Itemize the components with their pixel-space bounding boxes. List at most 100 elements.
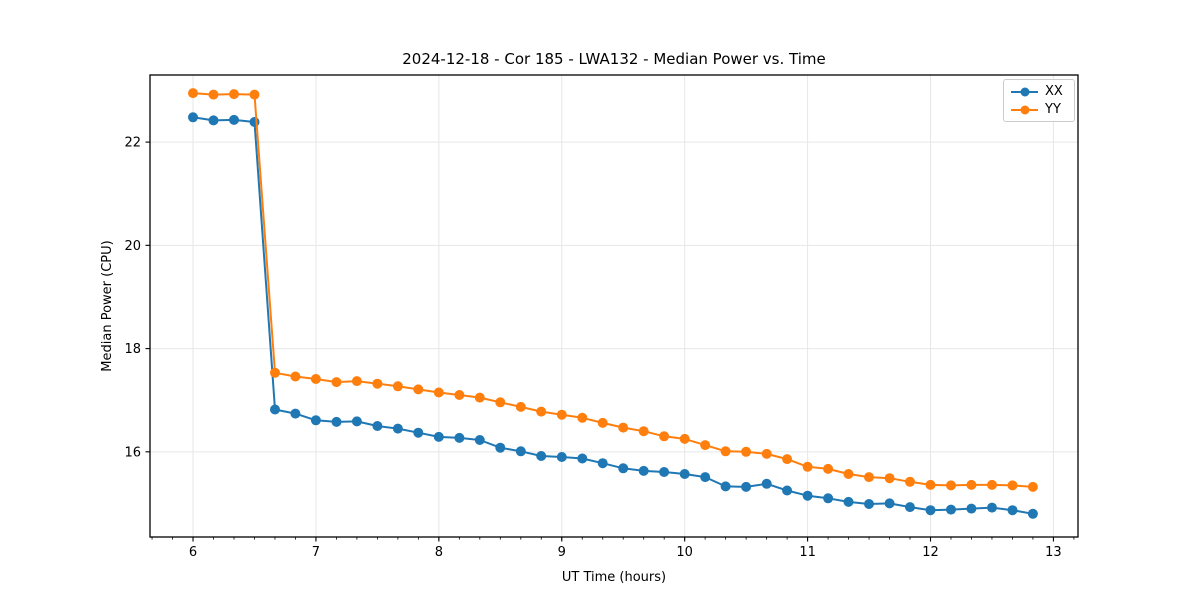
series-YY (188, 88, 1038, 492)
series-XX-marker (495, 442, 506, 453)
series-YY-marker (1027, 481, 1038, 492)
series-XX-marker (556, 452, 567, 462)
series-YY-marker (925, 479, 936, 490)
chart-title: 2024-12-18 - Cor 185 - LWA132 - Median P… (402, 50, 826, 68)
series-XX-marker (1007, 505, 1018, 516)
series-XX-marker (188, 112, 198, 123)
series-XX-marker (454, 432, 465, 443)
series-XX-marker (720, 481, 731, 492)
series-YY-marker (905, 476, 915, 487)
axes-layer: 6 7 8 9 10 11 12 13 16 18 20 22 (124, 136, 1075, 560)
series-YY-marker (515, 401, 526, 412)
xx-dot-icon (1020, 87, 1029, 96)
y-tick-label-22: 22 (124, 136, 141, 151)
series-YY-marker (700, 440, 711, 451)
series-XX-marker (536, 451, 547, 461)
series-XX-marker (597, 458, 608, 469)
series-YY-marker (372, 378, 383, 389)
legend-item-xx: XX (1011, 85, 1067, 98)
x-tick-label-7: 7 (312, 545, 320, 560)
series-YY-marker (782, 454, 793, 465)
series-XX-marker (987, 502, 997, 513)
x-axis-label: UT Time (hours) (562, 570, 666, 585)
series-XX-marker (905, 502, 915, 513)
series-XX-marker (638, 465, 649, 476)
series-YY-line (192, 92, 1033, 488)
y-tick-label-20: 20 (124, 239, 141, 254)
series-XX-marker (290, 408, 301, 419)
series-YY-marker (351, 376, 362, 387)
series-YY-marker (823, 463, 834, 474)
series-XX-marker (310, 415, 321, 426)
grid-layer (150, 75, 1078, 537)
series-XX-marker (249, 117, 260, 127)
legend-label-yy: YY (1045, 102, 1061, 117)
series-YY-marker (1007, 480, 1018, 491)
series-XX-marker (229, 114, 239, 125)
yy-dot-icon (1020, 105, 1029, 114)
series-YY-marker (802, 461, 813, 472)
series-YY-marker (229, 89, 239, 100)
series-YY-marker (495, 397, 506, 408)
series-YY-marker (659, 431, 670, 442)
series-XX-marker (577, 453, 588, 464)
series-XX-marker (392, 423, 403, 434)
series-YY-marker (761, 448, 772, 459)
series-XX-marker (270, 404, 280, 415)
legend-item-yy: YY (1011, 103, 1067, 116)
x-tick-label-10: 10 (676, 545, 693, 560)
series-XX-marker (433, 431, 444, 442)
series-XX-marker (782, 485, 793, 496)
series-YY-marker (433, 387, 444, 398)
series-XX-marker (864, 499, 874, 509)
series-XX-marker (700, 472, 711, 483)
series-YY-marker (290, 371, 301, 382)
legend-label-xx: XX (1045, 84, 1063, 99)
series-YY-marker (597, 417, 608, 428)
series-YY-marker (536, 406, 547, 417)
series-XX-marker (884, 498, 895, 509)
series-XX-marker (618, 463, 629, 474)
series-XX-marker (843, 496, 854, 507)
series-YY-marker (270, 367, 280, 378)
series-XX-marker (925, 505, 936, 516)
series-YY-marker (884, 473, 895, 484)
series-YY-marker (208, 89, 219, 100)
series-XX (188, 112, 1038, 519)
series-XX-marker (474, 435, 485, 445)
x-tick-label-9: 9 (558, 545, 566, 560)
series-YY-marker (720, 446, 731, 457)
x-tick-label-11: 11 (799, 545, 816, 560)
legend: XX YY (1003, 79, 1075, 122)
series-YY-marker (310, 374, 321, 384)
series-YY-marker (741, 446, 752, 457)
series-YY-marker (392, 381, 403, 392)
series-layer (188, 88, 1038, 519)
series-XX-marker (413, 427, 424, 438)
series-YY-marker (454, 390, 465, 400)
series-YY-marker (679, 433, 690, 444)
plot-frame (149, 74, 1079, 538)
series-YY-marker (987, 479, 997, 490)
series-XX-marker (331, 416, 342, 427)
series-XX-marker (515, 446, 526, 457)
y-tick-label-18: 18 (124, 342, 141, 357)
series-XX-marker (802, 490, 813, 501)
series-YY-marker (966, 479, 977, 490)
series-YY-marker (556, 409, 567, 420)
series-XX-marker (761, 478, 772, 489)
series-YY-marker (618, 422, 629, 433)
series-XX-marker (372, 421, 383, 431)
series-YY-marker (864, 472, 874, 483)
series-XX-marker (823, 493, 834, 504)
series-XX-line (192, 116, 1034, 515)
y-axis-label: Median Power (CPU) (100, 240, 115, 371)
series-XX-marker (1027, 508, 1038, 519)
series-YY-marker (946, 480, 956, 491)
series-YY-marker (249, 89, 260, 100)
x-tick-label-6: 6 (189, 545, 197, 560)
series-XX-marker (208, 115, 219, 126)
x-tick-label-8: 8 (435, 545, 443, 560)
